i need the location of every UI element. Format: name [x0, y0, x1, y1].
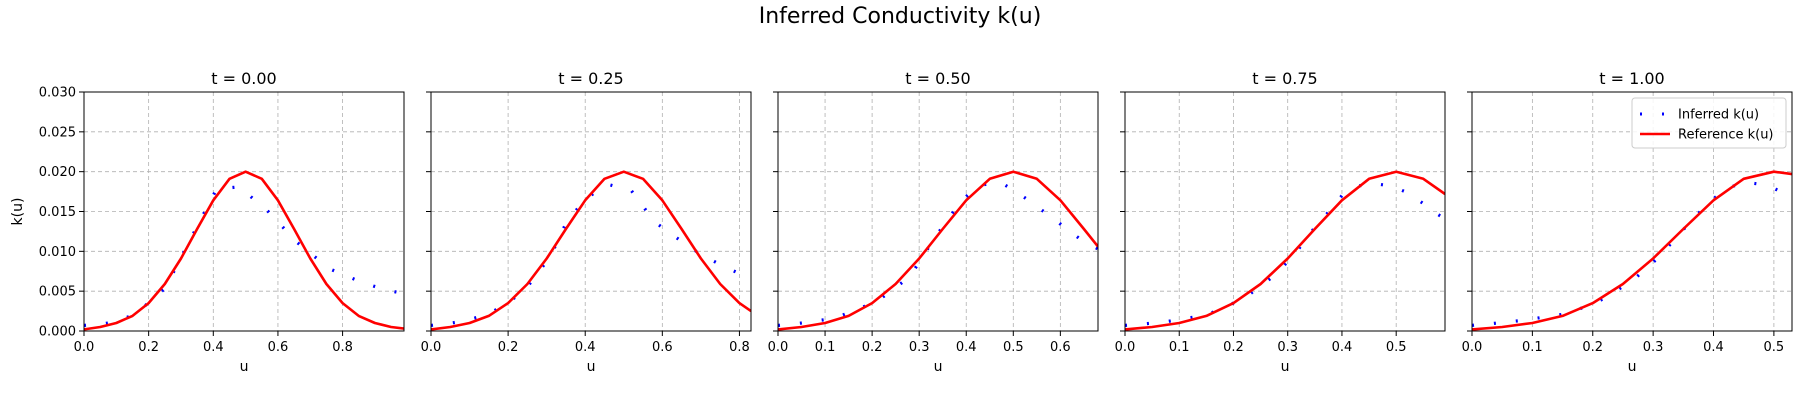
- panel-1: 0.000 0.005 0.010 0.015 0.020 0.025 0.030 0.0 0.…: [10, 69, 405, 375]
- y-axis-label: k(u): [10, 198, 26, 226]
- x-tick-label: 0.4: [575, 340, 596, 355]
- x-tick-label: 0.1: [1169, 340, 1190, 355]
- x-tick-label: 0.4: [1332, 340, 1353, 355]
- x-tick-label: 0.8: [729, 340, 750, 355]
- reference-series-line: [431, 170, 751, 331]
- x-tick-label: 0.4: [956, 340, 977, 355]
- inferred-series-line: [431, 182, 751, 327]
- x-tick-label: 0.5: [1764, 340, 1785, 355]
- x-tick-label: 0.0: [768, 340, 789, 355]
- inferred-series-line: [778, 181, 1098, 327]
- axes-frame: [83, 91, 405, 332]
- x-tick-label: 0.6: [268, 340, 289, 355]
- x-tick-label: 0.6: [1050, 340, 1071, 355]
- x-axis-label: u: [1281, 359, 1290, 375]
- x-tick-label: 0.2: [862, 340, 883, 355]
- panel-title: t = 1.00: [1599, 69, 1664, 88]
- panel-4: 0.0 0.1 0.2 0.3 0.4 0.5 t = 0.75 u: [1115, 69, 1446, 375]
- x-axis-label: u: [1628, 359, 1637, 375]
- x-tick-label: 0.4: [1703, 340, 1724, 355]
- y-tick-label: 0.005: [39, 285, 76, 300]
- reference-series-line: [778, 170, 1098, 331]
- x-tick-label: 0.2: [498, 340, 519, 355]
- x-tick-label: 0.5: [1386, 340, 1407, 355]
- x-axis-label: u: [587, 359, 596, 375]
- reference-series-line: [1125, 170, 1445, 331]
- x-tick-label: 0.3: [1277, 340, 1298, 355]
- figure-title: Inferred Conductivity k(u): [758, 4, 1042, 29]
- x-tick-label: 0.0: [1115, 340, 1136, 355]
- x-tick-label: 0.2: [138, 340, 159, 355]
- x-tick-label: 0.3: [1643, 340, 1664, 355]
- panel-2: 0.0 0.2 0.4 0.6 0.8 t = 0.25 u: [421, 69, 752, 375]
- x-tick-label: 0.8: [332, 340, 353, 355]
- axes-frame: [430, 91, 752, 332]
- legend-label: Inferred k(u): [1678, 108, 1759, 123]
- panel-title: t = 0.75: [1252, 69, 1317, 88]
- panel-title: t = 0.00: [211, 69, 276, 88]
- x-axis-label: u: [934, 359, 943, 375]
- x-tick-label: 0.3: [909, 340, 930, 355]
- axes-frame: [1471, 91, 1793, 332]
- x-tick-label: 0.5: [1003, 340, 1024, 355]
- reference-series-line: [84, 170, 404, 331]
- x-tick-label: 0.0: [74, 340, 95, 355]
- x-tick-label: 0.4: [203, 340, 224, 355]
- y-tick-label: 0.010: [39, 245, 76, 260]
- panel-3: 0.0 0.1 0.2 0.3 0.4 0.5 0.6 t = 0.50 u: [768, 69, 1099, 375]
- y-tick-label: 0.015: [39, 205, 76, 220]
- panel-5: 0.0 0.1 0.2 0.3 0.4 0.5 t = 1.00 u Inferred k(u)…: [1462, 69, 1793, 375]
- inferred-series-line: [1125, 181, 1445, 327]
- x-tick-label: 0.2: [1582, 340, 1603, 355]
- y-tick-label: 0.030: [39, 86, 76, 101]
- x-tick-label: 0.6: [652, 340, 673, 355]
- inferred-series-line: [1472, 181, 1792, 327]
- legend-box: [1631, 97, 1787, 149]
- axes-frame: [777, 91, 1099, 332]
- panel-title: t = 0.50: [905, 69, 970, 88]
- inferred-series-line: [84, 185, 404, 327]
- y-tick-label: 0.025: [39, 125, 76, 140]
- x-tick-label: 0.1: [815, 340, 836, 355]
- x-tick-label: 0.2: [1223, 340, 1244, 355]
- x-tick-label: 0.0: [421, 340, 442, 355]
- legend: Inferred k(u) Reference k(u): [1631, 97, 1787, 149]
- y-tick-label: 0.000: [39, 325, 76, 340]
- legend-label: Reference k(u): [1678, 128, 1774, 143]
- axes-frame: [1124, 91, 1446, 332]
- x-tick-label: 0.0: [1462, 340, 1483, 355]
- x-tick-label: 0.1: [1522, 340, 1543, 355]
- x-axis-label: u: [240, 359, 249, 375]
- reference-series-line: [1472, 170, 1792, 331]
- y-tick-label: 0.020: [39, 165, 76, 180]
- panel-title: t = 0.25: [558, 69, 623, 88]
